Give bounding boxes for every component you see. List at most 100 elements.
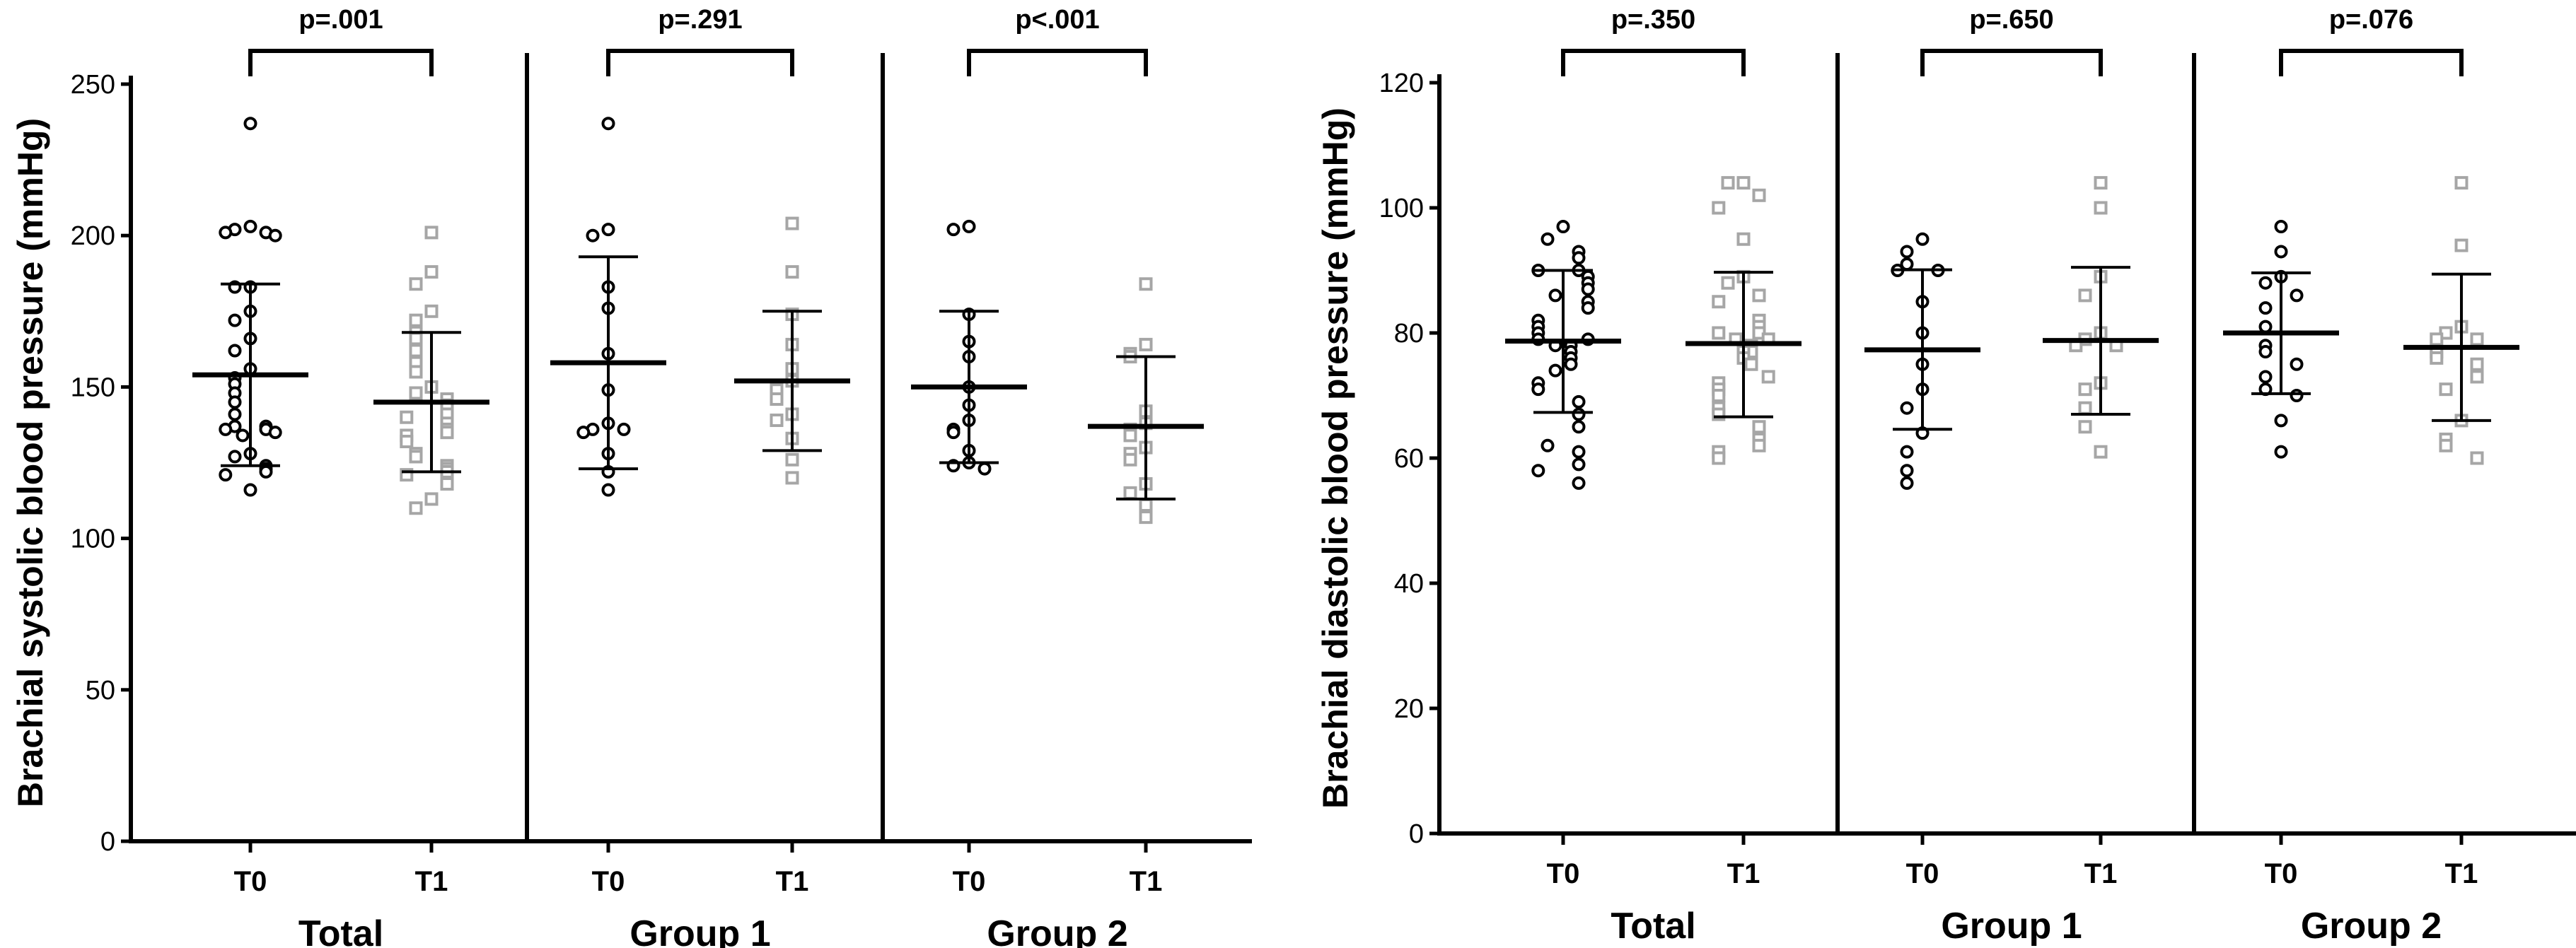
data-point-t1	[1139, 277, 1153, 291]
data-point-t1	[424, 226, 439, 240]
significance-bracket	[1920, 49, 2103, 76]
group-label: Group 2	[2301, 906, 2442, 947]
data-point-t1	[2094, 176, 2108, 190]
condition-label: T0	[2265, 858, 2298, 889]
group-1: p=.350 Total T0 T1	[1505, 5, 1802, 947]
data-point-t1	[400, 435, 414, 449]
data-point-t1	[2454, 238, 2468, 252]
data-point-t1	[2078, 401, 2092, 415]
data-point-t0	[243, 483, 257, 497]
data-point-t0	[219, 468, 233, 482]
data-point-t0	[1572, 407, 1586, 421]
group-label: Group 1	[1941, 906, 2082, 947]
data-point-t1	[1752, 420, 1766, 434]
data-point-t1	[1139, 337, 1153, 351]
data-point-t1	[2470, 332, 2484, 346]
y-tick-label: 0	[1409, 819, 1424, 849]
data-point-t0	[2258, 370, 2273, 384]
data-point-t0	[1915, 232, 1930, 246]
data-point-t1	[2094, 201, 2108, 215]
data-point-t1	[1752, 188, 1766, 202]
data-point-t1	[424, 265, 439, 279]
data-point-t0	[1900, 464, 1914, 478]
significance-bracket	[248, 49, 434, 76]
data-point-t0	[601, 483, 615, 497]
p-value-label: p=.650	[1969, 5, 2053, 35]
data-point-t1	[1712, 201, 1726, 215]
data-point-t0	[259, 464, 273, 479]
data-point-t1	[1721, 176, 1735, 190]
data-point-t1	[409, 277, 423, 291]
data-point-t1	[1761, 370, 1775, 384]
data-point-t1	[2470, 357, 2484, 371]
data-point-t1	[409, 386, 423, 400]
data-point-t1	[440, 426, 454, 440]
significance-bracket	[1561, 49, 1746, 76]
data-point-t1	[770, 392, 784, 406]
data-point-t0	[268, 426, 282, 440]
data-point-t1	[409, 501, 423, 515]
data-point-t1	[785, 216, 799, 230]
data-point-t1	[409, 344, 423, 358]
data-point-t1	[400, 410, 414, 424]
data-point-t1	[2470, 370, 2484, 384]
data-point-t0	[219, 226, 233, 240]
condition-label: T1	[776, 866, 809, 897]
chart-panel-2: 0 20 40 60 80 100 120 Brachial diastolic blood …	[1316, 5, 2576, 947]
data-point-t0	[2258, 301, 2273, 315]
data-point-t1	[440, 476, 454, 491]
significance-bracket	[2279, 49, 2464, 76]
significance-bracket	[606, 49, 794, 76]
data-point-t1	[1123, 486, 1137, 500]
data-point-t0	[1900, 445, 1914, 459]
y-tick-label: 80	[1394, 319, 1424, 349]
data-point-t1	[2078, 420, 2092, 434]
chart-panel-1: 0 50 100 150 200 250 Brachial systolic blood p…	[11, 5, 1252, 948]
data-point-t1	[2078, 288, 2092, 303]
data-point-t0	[268, 228, 282, 242]
group-3: p<.001 Group 2T0 T1	[911, 5, 1204, 948]
data-point-t1	[409, 365, 423, 379]
data-point-t1	[2430, 332, 2444, 346]
data-point-t0	[1572, 251, 1586, 265]
data-point-t0	[228, 313, 242, 327]
condition-label: T0	[1547, 858, 1580, 889]
y-tick-label: 250	[71, 70, 115, 100]
data-point-t1	[1139, 510, 1153, 525]
data-point-t1	[424, 304, 439, 318]
group-3: p=.076 Group 2T0 T1	[2223, 5, 2519, 947]
data-point-t0	[219, 422, 233, 436]
y-tick-label: 100	[1379, 194, 1424, 223]
data-point-t0	[1581, 282, 1595, 296]
data-point-t1	[409, 332, 423, 346]
condition-label: T1	[1727, 858, 1760, 889]
data-point-t1	[409, 313, 423, 327]
data-point-t1	[785, 265, 799, 279]
p-value-label: p=.350	[1611, 5, 1695, 35]
data-point-t0	[576, 426, 591, 440]
condition-label: T1	[2084, 858, 2118, 889]
data-point-t1	[1712, 295, 1726, 309]
p-value-label: p=.076	[2329, 5, 2413, 35]
data-point-t0	[586, 228, 600, 242]
data-point-t0	[2258, 320, 2273, 334]
data-point-t0	[1900, 245, 1914, 259]
data-point-t0	[228, 344, 242, 358]
data-point-t0	[2274, 445, 2288, 459]
data-point-t0	[977, 462, 992, 476]
data-point-t1	[1721, 276, 1735, 290]
data-point-t0	[2274, 414, 2288, 428]
data-point-t1	[2454, 176, 2468, 190]
data-point-t0	[1531, 382, 1545, 397]
data-point-t0	[1900, 476, 1914, 490]
data-point-t1	[1736, 176, 1751, 190]
data-point-t0	[2290, 389, 2304, 402]
data-point-t0	[2258, 345, 2273, 359]
data-point-t0	[1556, 220, 1570, 234]
data-point-t1	[2439, 382, 2453, 397]
y-axis-title: Brachial systolic blood pressure (mmHg)	[11, 118, 50, 807]
data-point-t0	[601, 117, 615, 131]
y-tick-label: 50	[86, 676, 115, 706]
data-point-t0	[1541, 232, 1555, 246]
data-point-t0	[2274, 245, 2288, 259]
